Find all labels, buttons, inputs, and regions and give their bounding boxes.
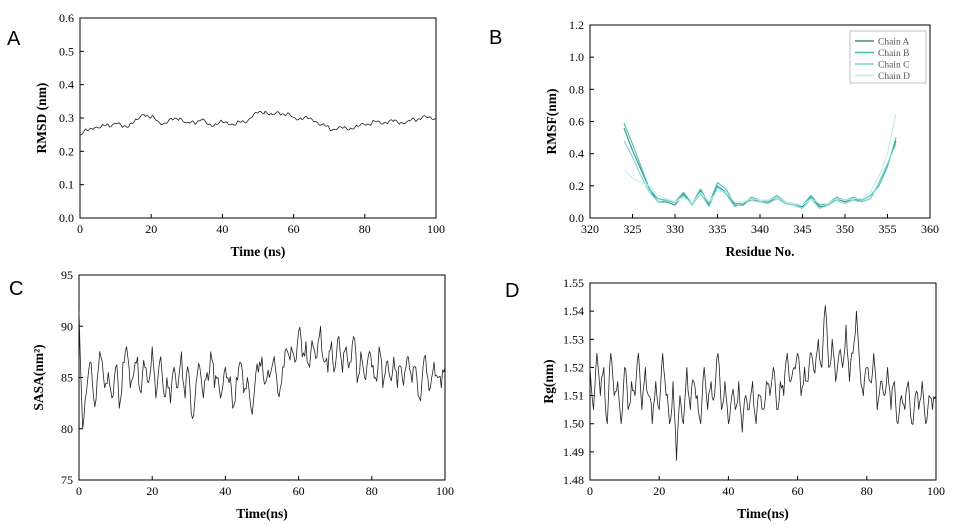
y-axis-label: Rg(nm) [541,359,556,403]
y-tick-label: 1.49 [563,445,584,459]
series-line-chain-a [623,127,897,208]
panel-b: B 320 325 330 335 340 345 350 355 360 0.0 0.2 0.4 0.6… [489,18,939,259]
panel-d: D 0 20 40 60 80 100 1.48 1.49 1.50 1.51 1.52 1.53 1.5… [505,276,945,521]
plot-frame [589,282,937,481]
y-tick-label: 1.55 [563,276,584,290]
legend-label: Chain A [878,38,910,48]
x-axis-label: Residue No. [725,244,794,259]
x-tick-label: 335 [709,222,727,236]
legend-box [849,30,927,84]
y-tick-label: 95 [61,268,73,282]
y-tick-label: 0.1 [59,178,74,192]
series-line-chain-c [623,140,897,209]
x-tick-label: 0 [77,222,83,236]
legend-label: Chain D [878,72,910,82]
x-tick-label: 100 [436,484,454,498]
series-line-chain-b [623,122,897,206]
x-tick-label: 325 [624,222,642,236]
series-line [79,110,437,136]
legend-label: Chain C [878,61,909,71]
y-tick-label: 0.0 [569,211,584,225]
y-axis-label: RMSF(nm) [544,89,559,155]
series-line [589,305,937,461]
y-tick-label: 0.4 [59,78,74,92]
y-tick-label: 1.53 [563,332,584,346]
x-tick-label: 100 [427,222,445,236]
x-tick-label: 350 [836,222,854,236]
y-tick-label: 80 [61,422,73,436]
y-axis-label: SASA(nm²) [31,344,46,410]
x-axis-label: Time(ns) [236,506,288,521]
x-tick-label: 320 [581,222,599,236]
y-tick-label: 90 [61,319,73,333]
plot-frame [79,17,437,219]
series-line [78,310,446,430]
y-tick-label: 0.5 [59,44,74,58]
y-tick-label: 0.0 [59,211,74,225]
panel-letter: C [9,278,23,300]
x-tick-label: 20 [145,222,157,236]
y-tick-label: 0.6 [59,11,74,25]
y-tick-label: 0.2 [59,144,74,158]
y-tick-label: 1.54 [563,304,584,318]
y-tick-label: 0.6 [569,115,584,129]
y-tick-label: 0.4 [569,147,584,161]
panel-c: C 0 20 40 60 80 100 75 80 85 90 95 Time(ns) SASA(nm²) [9,268,454,521]
y-axis-label: RMSD (nm) [34,83,49,154]
x-tick-label: 60 [288,222,300,236]
x-tick-label: 0 [76,484,82,498]
y-tick-label: 75 [61,473,73,487]
x-tick-label: 355 [879,222,897,236]
x-tick-label: 60 [792,484,804,498]
x-tick-label: 80 [861,484,873,498]
x-tick-label: 60 [293,484,305,498]
x-axis-label: Time(ns) [737,506,789,521]
series-line-chain-d [623,113,897,206]
panel-a: A 0 20 40 60 80 100 0.0 0.1 0.2 0.3 0.4 0.5 0.6 Time (… [7,11,445,259]
y-tick-label: 0.3 [59,111,74,125]
y-tick-label: 1.0 [569,50,584,64]
panel-letter: D [505,280,519,302]
x-tick-label: 20 [653,484,665,498]
y-tick-label: 0.2 [569,179,584,193]
x-axis-label: Time (ns) [231,244,286,259]
x-tick-label: 40 [722,484,734,498]
x-tick-label: 360 [921,222,939,236]
x-tick-label: 100 [927,484,945,498]
x-tick-label: 345 [794,222,812,236]
x-tick-label: 0 [587,484,593,498]
y-tick-label: 1.52 [563,360,584,374]
x-tick-label: 330 [666,222,684,236]
x-tick-label: 340 [751,222,769,236]
legend-label: Chain B [878,49,909,59]
y-tick-label: 1.2 [569,18,584,32]
y-tick-label: 0.8 [569,82,584,96]
y-tick-label: 1.51 [563,389,584,403]
x-tick-label: 40 [216,222,228,236]
x-tick-label: 20 [146,484,158,498]
panel-letter: B [489,27,502,49]
y-tick-label: 1.50 [563,417,584,431]
panel-letter: A [7,28,21,50]
x-tick-label: 40 [219,484,231,498]
x-tick-label: 80 [366,484,378,498]
x-tick-label: 80 [359,222,371,236]
y-tick-label: 1.48 [563,473,584,487]
y-tick-label: 85 [61,371,73,385]
